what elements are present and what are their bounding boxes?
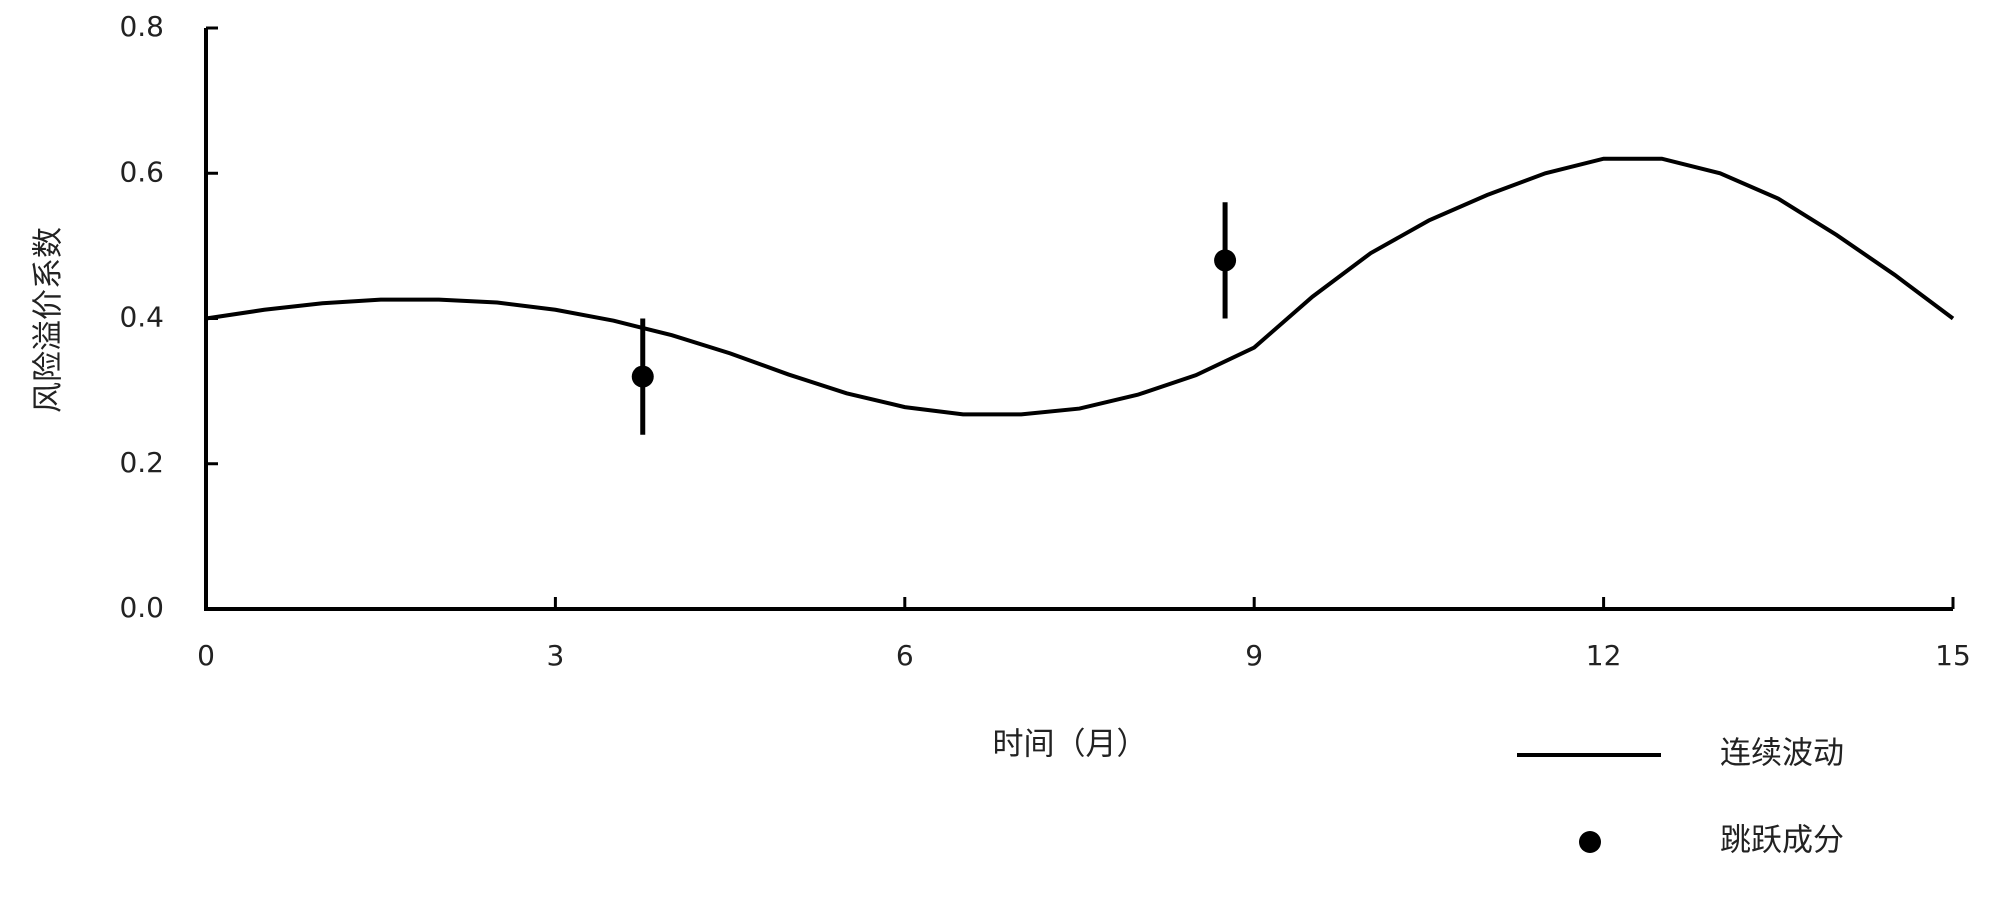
- x-tick-label: 6: [896, 639, 914, 672]
- legend-label: 跳跃成分: [1720, 823, 1844, 859]
- legend-label: 连续波动: [1720, 736, 1844, 772]
- x-tick-label: 0: [197, 639, 215, 672]
- x-tick-label: 12: [1586, 639, 1622, 672]
- y-tick-label: 0.4: [119, 301, 164, 334]
- line-series: [205, 156, 1955, 417]
- x-tick-label: 3: [546, 639, 564, 672]
- y-axis-label: 风险溢价系数: [31, 227, 67, 413]
- point: [631, 365, 654, 388]
- y-tick-label: 0.8: [119, 10, 164, 43]
- y-tick-label: 0.2: [119, 446, 164, 479]
- point: [1214, 249, 1237, 272]
- legend-marker: [1579, 831, 1601, 853]
- x-tick-label: 9: [1245, 639, 1263, 672]
- x-tick-label: 15: [1935, 639, 1971, 672]
- y-tick-label: 0.0: [119, 591, 164, 624]
- x-axis-label: 时间（月）: [993, 727, 1148, 763]
- y-tick-label: 0.6: [119, 155, 164, 188]
